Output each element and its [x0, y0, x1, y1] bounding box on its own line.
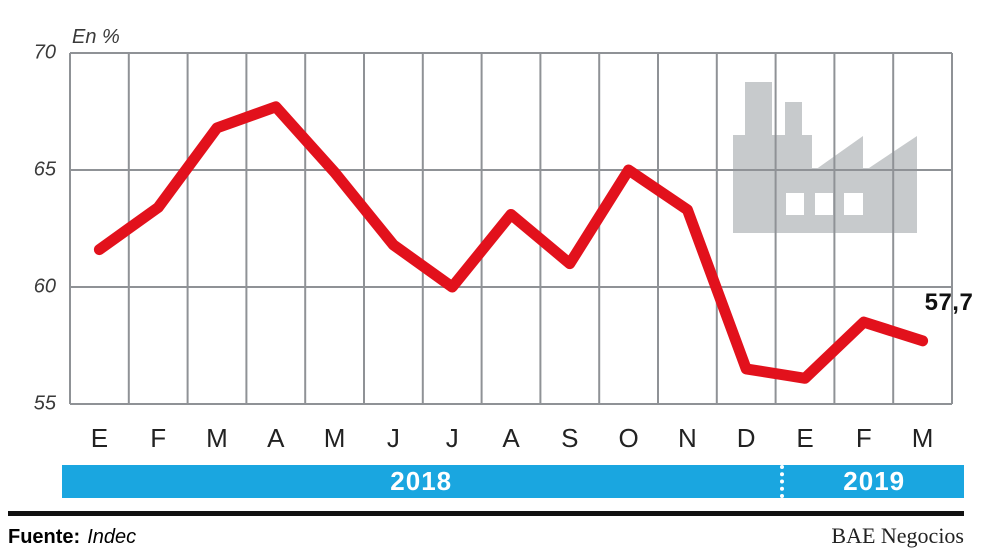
month-label: J: [445, 423, 459, 453]
month-label: O: [618, 423, 639, 453]
unit-label: En %: [72, 26, 120, 48]
month-label: F: [150, 423, 167, 453]
factory-icon: [733, 82, 917, 233]
y-tick-label: 65: [33, 158, 56, 181]
year-band-2019: 2019: [780, 465, 964, 498]
month-label: M: [323, 423, 346, 453]
month-label: A: [267, 423, 285, 453]
y-tick-label: 70: [33, 41, 56, 64]
month-label: A: [502, 423, 520, 453]
month-label: N: [678, 423, 697, 453]
month-label: F: [855, 423, 872, 453]
y-tick-label: 60: [33, 275, 56, 298]
chart-plot: [69, 52, 953, 405]
month-label: E: [796, 423, 814, 453]
divider-rule: [8, 511, 964, 516]
last-value-label: 57,7: [924, 288, 974, 316]
month-label: M: [911, 423, 934, 453]
month-label: D: [736, 423, 756, 453]
month-label: S: [561, 423, 579, 453]
y-tick-label: 55: [33, 392, 56, 415]
source-name: Indec: [87, 526, 137, 548]
footer: Fuente: Indec BAE Negocios: [8, 523, 964, 549]
month-label: J: [386, 423, 400, 453]
month-label: M: [206, 423, 228, 453]
month-label: E: [90, 423, 109, 453]
grid-lines: [69, 52, 953, 405]
source-label: Fuente:: [8, 526, 81, 548]
year-band-bar: 2018 2019: [62, 465, 964, 498]
capacity-utilization-line: [93, 101, 929, 384]
source-line: Fuente: Indec: [8, 526, 136, 549]
credit-text: BAE Negocios: [831, 523, 964, 548]
year-band-2018: 2018: [390, 466, 453, 496]
